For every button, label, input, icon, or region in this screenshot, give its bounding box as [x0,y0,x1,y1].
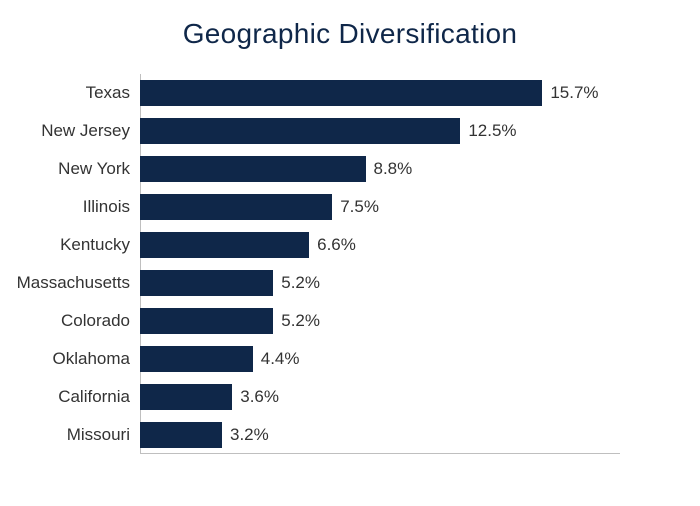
category-label: California [58,387,130,407]
category-label: New Jersey [41,121,130,141]
bar-row: Kentucky6.6% [140,232,620,258]
bar [140,156,366,182]
value-label: 15.7% [550,83,598,103]
bar-row: Massachusetts5.2% [140,270,620,296]
value-label: 3.2% [230,425,269,445]
value-label: 8.8% [374,159,413,179]
bar-row: Colorado5.2% [140,308,620,334]
value-label: 7.5% [340,197,379,217]
category-label: Texas [86,83,130,103]
category-label: Oklahoma [53,349,130,369]
bar [140,270,273,296]
bar [140,308,273,334]
x-axis-line [140,453,620,454]
bar [140,118,460,144]
value-label: 5.2% [281,311,320,331]
bar [140,194,332,220]
bar-row: Oklahoma4.4% [140,346,620,372]
value-label: 4.4% [261,349,300,369]
chart-title: Geographic Diversification [0,18,700,50]
category-label: New York [58,159,130,179]
bar [140,346,253,372]
chart-container: Geographic Diversification Texas15.7%New… [0,0,700,506]
category-label: Kentucky [60,235,130,255]
category-label: Massachusetts [17,273,130,293]
bar-row: Texas15.7% [140,80,620,106]
plot-area: Texas15.7% New Jersey12.5% New York8.8% Ill… [140,74,620,454]
bar-row: New Jersey12.5% [140,118,620,144]
bar-row: New York8.8% [140,156,620,182]
bar-row: California3.6% [140,384,620,410]
bar-row: Missouri3.2% [140,422,620,448]
bar [140,384,232,410]
bar [140,232,309,258]
value-label: 3.6% [240,387,279,407]
value-label: 12.5% [468,121,516,141]
value-label: 6.6% [317,235,356,255]
bar [140,80,542,106]
bar [140,422,222,448]
value-label: 5.2% [281,273,320,293]
category-label: Missouri [67,425,130,445]
category-label: Colorado [61,311,130,331]
category-label: Illinois [83,197,130,217]
bar-row: Illinois7.5% [140,194,620,220]
